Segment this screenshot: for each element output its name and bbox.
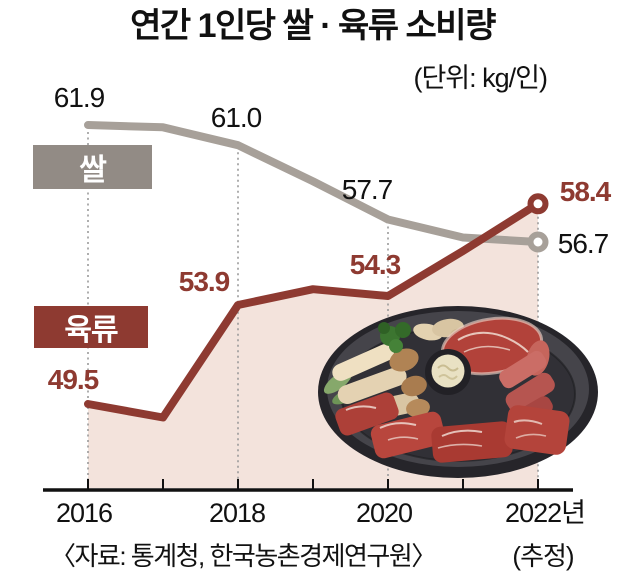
x-tick-label-2018: 2018 (208, 498, 266, 528)
rice-series-label: 쌀 (79, 154, 107, 187)
rice-line (84, 121, 542, 246)
x-tick-label-2016: 2016 (55, 498, 113, 528)
rice-2022-marker (527, 231, 549, 253)
source-note: 〈자료: 통계청, 한국농촌경제연구원〉 (50, 541, 437, 571)
chart-title: 연간 1인당 쌀 · 육류 소비량 (130, 7, 496, 45)
meat-series-label: 육류 (64, 314, 118, 347)
x-axis (43, 479, 573, 492)
meat-series-tag: 육류 (34, 306, 148, 348)
meat-line (84, 199, 542, 422)
rice-value-2020: 57.7 (341, 174, 394, 205)
meat-value-2022: 58.4 (559, 176, 612, 207)
rice-series-tag: 쌀 (33, 145, 152, 189)
rice-value-2022: 56.7 (557, 228, 610, 259)
meat-cuts (335, 392, 570, 463)
rice-value-2018: 61.0 (210, 102, 263, 133)
sauce-bowl (425, 349, 471, 395)
meat-2022-marker (527, 193, 549, 215)
meat-platter-photo (318, 306, 598, 478)
rice-value-2016: 61.9 (53, 82, 106, 113)
x-tick-label-2020: 2020 (355, 498, 413, 528)
meat-value-2018: 53.9 (178, 266, 231, 297)
unit-note: (단위: kg/인) (413, 63, 548, 93)
estimate-note: (추정) (512, 541, 574, 571)
meat-value-2016: 49.5 (47, 364, 100, 395)
broccoli (378, 322, 411, 353)
x-tick-label-2022: 2022년 (505, 498, 586, 528)
meat-value-2020: 54.3 (349, 249, 402, 280)
